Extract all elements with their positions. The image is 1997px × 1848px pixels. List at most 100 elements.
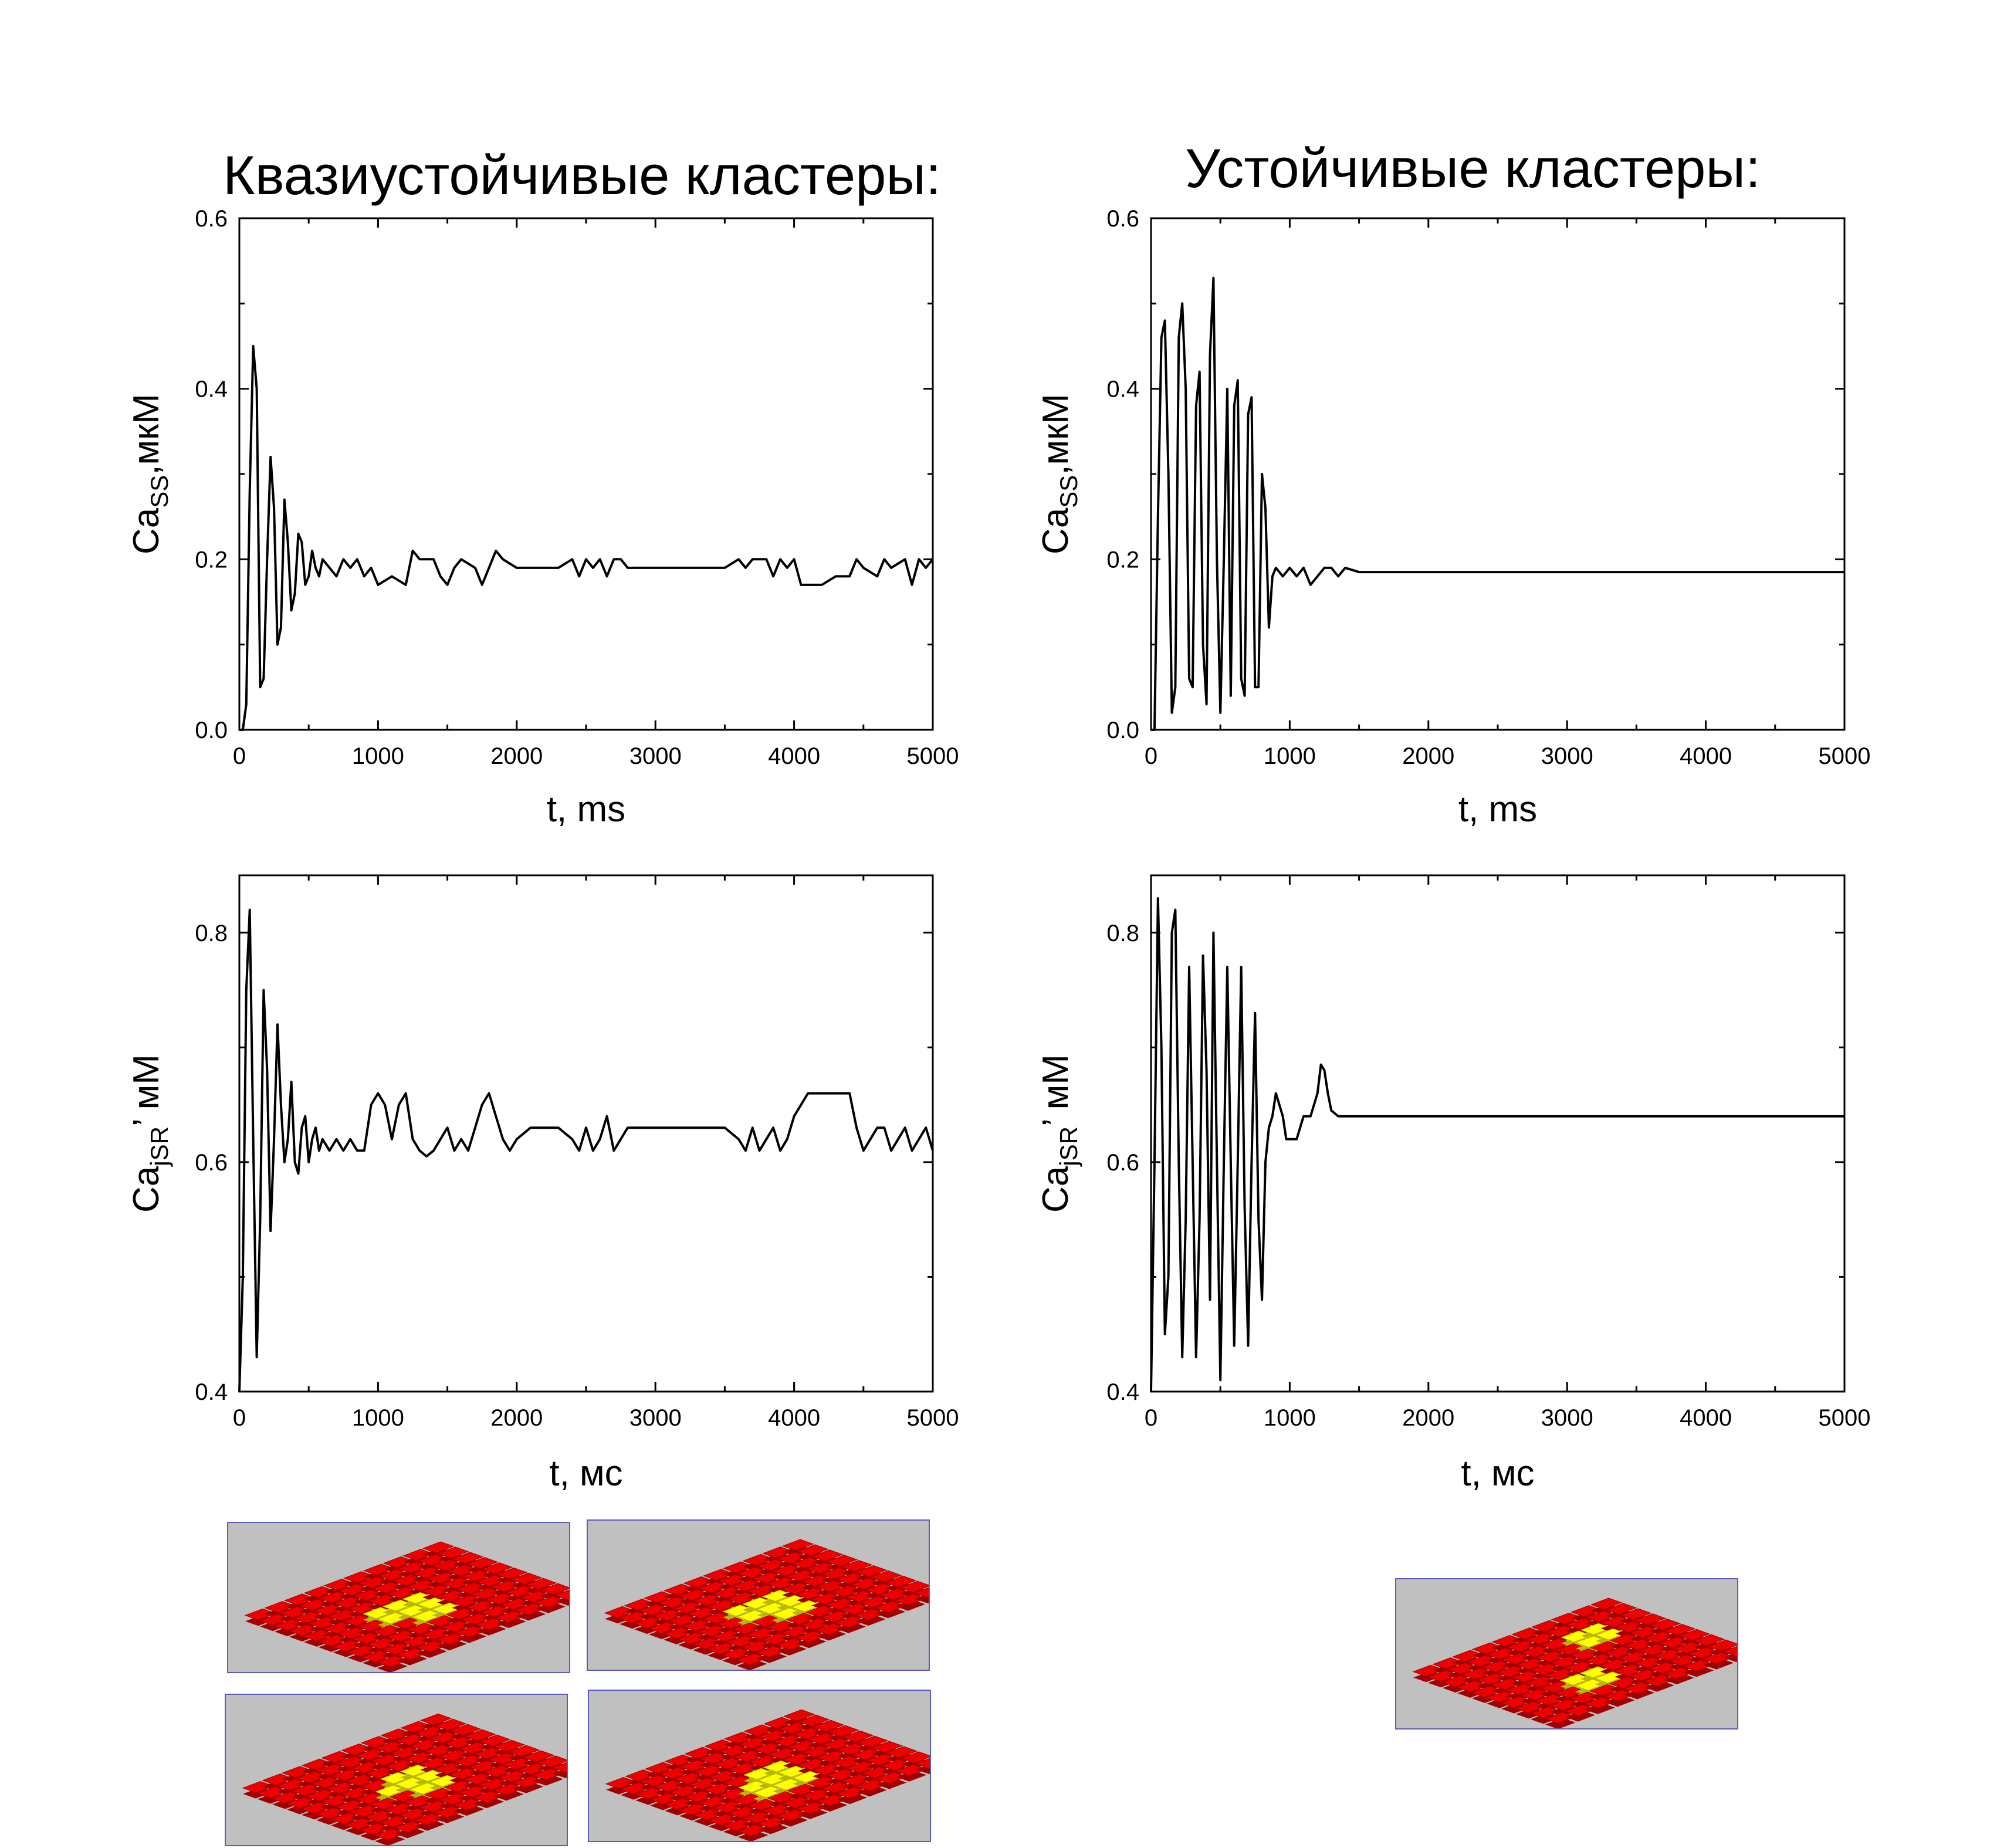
lattice-tile-red <box>812 1720 845 1732</box>
y-axis-title: CaSS,мкМ <box>1035 394 1082 554</box>
x-axis-title: t, мс <box>549 1453 622 1494</box>
x-tick-label: 1000 <box>1264 1405 1316 1431</box>
cluster-lattice <box>244 1541 587 1673</box>
lattice-tile-side <box>417 1646 447 1658</box>
x-tick-label: 0 <box>233 1405 246 1431</box>
x-tick-label: 5000 <box>1819 1405 1871 1431</box>
lattice-tile-side <box>776 1644 807 1656</box>
heading-quasi-stable-clusters: Квазиустойчивые кластеры: <box>223 144 942 206</box>
lattice-tile-side <box>397 1654 428 1666</box>
lattice-tile-side <box>473 1797 504 1809</box>
lattice-tile-red <box>856 1735 889 1748</box>
x-tick-label: 0 <box>1145 1405 1157 1431</box>
x-tick-label: 5000 <box>907 743 959 769</box>
y-axis-title: CajSR’ мМ <box>126 1054 173 1213</box>
x-tick-label: 5000 <box>907 1405 959 1431</box>
x-tick-label: 1000 <box>352 1405 404 1431</box>
lattice-tile-red <box>840 1560 873 1572</box>
y-tick-label: 0.4 <box>195 1379 228 1405</box>
lattice-tile-side <box>895 1599 926 1611</box>
lattice-tile-side <box>857 1785 887 1797</box>
x-tick-label: 0 <box>233 743 246 769</box>
y-tick-label: 0.8 <box>195 920 228 946</box>
lattice-tile-side <box>476 1624 506 1636</box>
data-series-line <box>1150 897 1844 1392</box>
lattice-tile-red <box>419 1713 452 1725</box>
lattice-tile-red <box>1619 1608 1652 1620</box>
lattice-tile-side <box>797 1808 828 1819</box>
chart-ca-jsr-quasi-stable: 0 1000 2000 3000 4000 5000 0.4 0.6 0.8 t, мс CajSR… <box>126 874 959 1494</box>
y-tick-label: 0.0 <box>195 717 228 743</box>
lattice-tile-side <box>1683 1666 1714 1677</box>
lattice-tile-side <box>1703 1658 1734 1670</box>
lattice-tile-side <box>535 1602 566 1613</box>
lattice-tile-red <box>466 1557 499 1569</box>
x-tick-label: 2000 <box>490 743 543 769</box>
lattice-tile-red <box>1590 1597 1623 1610</box>
y-tick-label: 0.6 <box>1106 206 1139 232</box>
lattice-tile-side <box>515 1609 546 1621</box>
lattice-tile-red <box>855 1565 888 1578</box>
data-series-line <box>1151 276 1844 731</box>
cluster-lattice-thumbnail <box>225 1694 584 1846</box>
cluster-lattice <box>242 1713 584 1846</box>
y-tick-label: 0.6 <box>195 206 228 232</box>
lattice-tile-red <box>841 1730 874 1742</box>
lattice-tile-red <box>463 1729 496 1741</box>
x-tick-label: 5000 <box>1819 743 1871 769</box>
x-tick-label: 1000 <box>1264 743 1316 769</box>
lattice-tile-red <box>781 1539 814 1551</box>
lattice-tile-red <box>436 1546 469 1559</box>
lattice-tile-side <box>456 1632 487 1643</box>
lattice-tile-red <box>507 1745 540 1757</box>
lattice-tile-side <box>837 1793 867 1805</box>
x-tick-label: 4000 <box>1680 1405 1732 1431</box>
cluster-lattice-thumbnail <box>1395 1578 1755 1729</box>
cluster-lattice <box>1412 1597 1755 1729</box>
x-tick-label: 1000 <box>352 743 404 769</box>
lattice-tile-red <box>495 1567 528 1580</box>
lattice-tile-red <box>827 1725 859 1737</box>
y-tick-label: 0.4 <box>1106 1379 1139 1405</box>
lattice-tile-side <box>436 1639 467 1651</box>
lattice-tile-side <box>1624 1688 1655 1700</box>
lattice-tile-red <box>783 1709 815 1721</box>
x-tick-label: 2000 <box>490 1405 543 1431</box>
y-axis-title: CajSR’ мМ <box>1035 1054 1082 1213</box>
x-tick-label: 2000 <box>1402 743 1454 769</box>
y-tick-label: 0.4 <box>195 377 228 402</box>
lattice-tile-red <box>797 1714 830 1727</box>
lattice-tile-side <box>777 1815 808 1827</box>
lattice-tile-red <box>522 1750 555 1762</box>
x-axis-title: t, ms <box>547 789 625 830</box>
lattice-tile-side <box>796 1637 827 1649</box>
plot-frame <box>238 874 934 1393</box>
lattice-tile-red <box>1663 1623 1696 1636</box>
lattice-tile-side <box>1585 1703 1615 1714</box>
y-tick-label: 0.8 <box>1106 920 1139 946</box>
plot-frame <box>238 217 934 731</box>
data-series-line <box>239 345 934 731</box>
lattice-tile-side <box>876 1778 907 1789</box>
lattice-tile-red <box>1649 1619 1681 1631</box>
x-tick-label: 0 <box>1145 743 1157 769</box>
y-tick-label: 0.6 <box>1106 1150 1139 1176</box>
plot-frame <box>1150 874 1846 1393</box>
lattice-tile-red <box>1634 1613 1667 1626</box>
lattice-tile-side <box>875 1607 906 1619</box>
lattice-tile-side <box>1605 1695 1635 1707</box>
chart-ca-ss-stable: 0 1000 2000 3000 4000 5000 0.0 0.2 0.4 0.6 t, ms Ca… <box>1035 206 1871 830</box>
y-tick-label: 0.2 <box>195 547 228 573</box>
lattice-tile-red <box>524 1578 557 1590</box>
x-tick-label: 2000 <box>1402 1405 1454 1431</box>
lattice-tile-side <box>496 1617 526 1629</box>
lattice-tile-red <box>796 1544 829 1556</box>
lattice-tile-side <box>855 1615 886 1626</box>
lattice-tile-red <box>451 1552 484 1564</box>
lattice-tile-red <box>480 1562 513 1575</box>
lattice-tile-red <box>434 1718 467 1731</box>
x-axis-title: t, мс <box>1461 1453 1534 1494</box>
cluster-lattice-thumbnail <box>587 1519 946 1671</box>
lattice-tile-red <box>493 1739 526 1752</box>
x-tick-label: 4000 <box>1680 743 1732 769</box>
